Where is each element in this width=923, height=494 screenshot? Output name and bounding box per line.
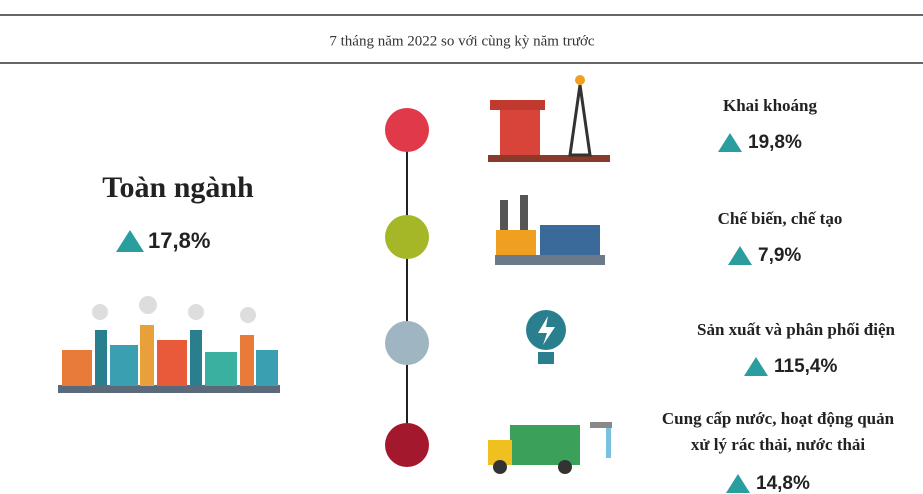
factory-illustration (58, 296, 280, 393)
sector-label: Cung cấp nước, hoạt động quản (662, 409, 895, 428)
sector-label: xử lý rác thải, nước thải (691, 435, 866, 454)
sector-value: 115,4% (774, 356, 837, 377)
up-triangle (116, 230, 144, 252)
sector-label: Khai khoáng (723, 96, 818, 115)
total-label: Toàn ngành (102, 171, 254, 204)
sector-label: Chế biến, chế tạo (718, 209, 843, 228)
sector-value: 19,8% (748, 132, 802, 153)
total-value: 17,8% (148, 228, 210, 253)
sector-label: Sản xuất và phân phối điện (697, 320, 895, 339)
sector-value: 7,9% (758, 245, 801, 266)
mining-icon (488, 75, 610, 162)
dot (385, 215, 429, 259)
up-triangle (718, 133, 742, 152)
dot (385, 423, 429, 467)
sector-value: 14,8% (756, 473, 810, 494)
up-triangle (728, 246, 752, 265)
dot (385, 108, 429, 152)
up-triangle (744, 357, 768, 376)
header-title: 7 tháng năm 2022 so với cùng kỳ năm trướ… (329, 33, 595, 49)
bulb-icon (526, 310, 566, 364)
dot (385, 321, 429, 365)
up-triangle (726, 474, 750, 493)
factory-icon (495, 195, 605, 265)
truck-icon (488, 422, 612, 474)
